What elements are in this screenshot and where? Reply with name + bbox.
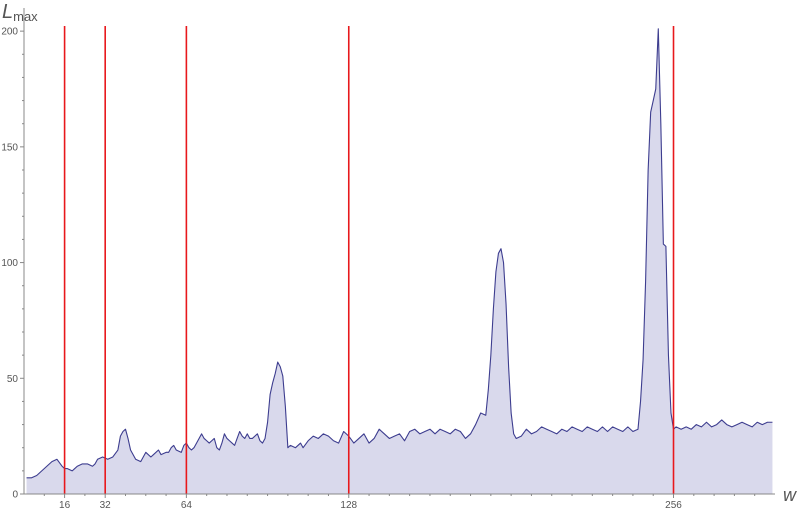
y-tick-label-200: 200 bbox=[1, 27, 18, 38]
x-tick-label-16: 16 bbox=[59, 500, 71, 511]
x-tick-label-32: 32 bbox=[100, 500, 112, 511]
x-tick-label-128: 128 bbox=[340, 500, 357, 511]
ticks-layer: 16 32 64 128 256 0 50 100 150 200 bbox=[1, 27, 756, 511]
series-area-fill bbox=[26, 28, 773, 495]
y-tick-label-100: 100 bbox=[1, 258, 18, 269]
series-area-layer bbox=[26, 28, 773, 495]
y-axis-label-main: L bbox=[2, 1, 13, 23]
axes-layer bbox=[23, 8, 775, 495]
x-axis-label: w bbox=[783, 485, 797, 505]
y-tick-label-150: 150 bbox=[1, 142, 18, 153]
series-line bbox=[26, 28, 773, 479]
y-tick-label-50: 50 bbox=[7, 374, 19, 385]
y-axis-label: Lmax bbox=[2, 1, 38, 24]
x-tick-label-256: 256 bbox=[665, 500, 682, 511]
y-tick-label-0: 0 bbox=[12, 490, 18, 501]
x-tick-label-64: 64 bbox=[181, 500, 193, 511]
reference-lines-layer bbox=[63, 26, 675, 494]
y-axis-label-subscript: max bbox=[13, 9, 38, 24]
